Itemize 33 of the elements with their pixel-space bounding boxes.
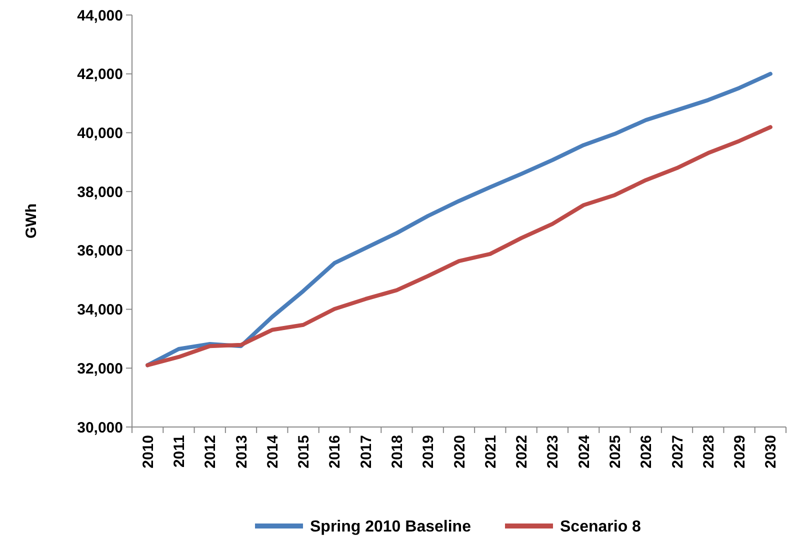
x-tick-label: 2029 xyxy=(732,435,749,468)
y-tick-label: 32,000 xyxy=(77,360,123,378)
x-tick-label: 2010 xyxy=(140,435,157,468)
x-tick-label: 2011 xyxy=(170,435,188,468)
x-tick-label: 2012 xyxy=(202,435,220,468)
x-tick-label: 2025 xyxy=(606,435,624,468)
x-tick-label: 2028 xyxy=(700,435,718,468)
x-tick-label: 2019 xyxy=(420,435,438,468)
x-tick-label: 2027 xyxy=(669,435,686,468)
x-tick-label: 2024 xyxy=(576,434,593,468)
y-tick-label: 40,000 xyxy=(77,124,123,142)
y-tick-label: 44,000 xyxy=(77,7,123,24)
x-tick-label: 2023 xyxy=(544,435,562,468)
y-tick-label: 42,000 xyxy=(77,66,123,84)
x-tick-label: 2020 xyxy=(451,435,468,468)
x-tick-label: 2022 xyxy=(514,435,531,468)
x-tick-label: 2030 xyxy=(762,435,780,468)
x-tick-label: 2026 xyxy=(638,435,656,468)
legend-label: Spring 2010 Baseline xyxy=(310,518,472,536)
y-tick-label: 36,000 xyxy=(77,242,123,260)
x-tick-label: 2017 xyxy=(358,435,375,468)
x-tick-label: 2013 xyxy=(233,435,250,468)
x-tick-label: 2014 xyxy=(264,434,282,468)
y-tick-label: 38,000 xyxy=(77,184,123,201)
legend-label: Scenario 8 xyxy=(560,518,642,536)
x-tick-label: 2021 xyxy=(482,435,500,468)
x-tick-label: 2015 xyxy=(296,435,313,468)
y-tick-label: 34,000 xyxy=(77,302,123,319)
line-series xyxy=(146,125,772,368)
y-tick-label: 30,000 xyxy=(77,419,123,436)
x-tick-label: 2018 xyxy=(388,435,406,468)
x-tick-label: 2016 xyxy=(326,435,344,468)
y-axis-title: GWh xyxy=(23,204,40,238)
